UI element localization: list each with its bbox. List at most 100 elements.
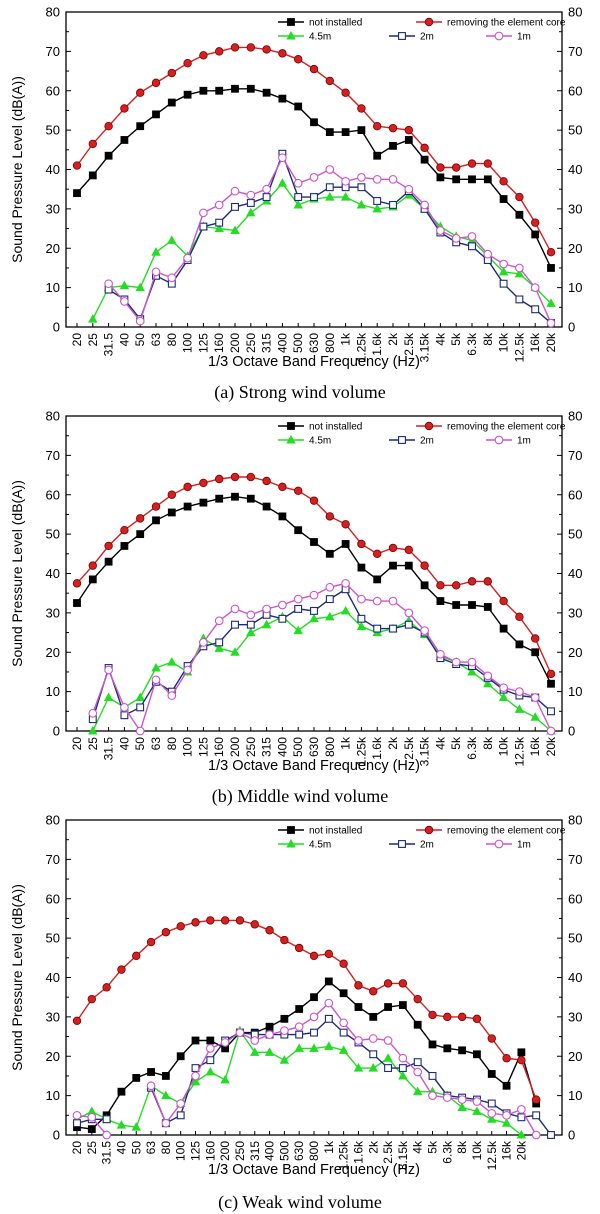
data-point [231,84,239,93]
data-point [388,174,398,184]
x-tick-label: 800 [307,1141,321,1161]
data-point [293,594,303,604]
x-tick-label: 100 [181,333,195,353]
x-tick-label: 1k [339,736,353,750]
x-tick-label: 20 [70,737,84,751]
y-tick-label-left: 0 [53,320,60,335]
y-tick-label-left: 50 [46,527,60,542]
data-point [199,51,208,60]
y-tick-label-right: 0 [568,320,575,335]
data-point [412,1086,423,1096]
data-point [357,594,366,604]
y-tick-label-left: 30 [46,605,60,620]
data-point [530,712,540,721]
legend-label: not installed [309,826,362,837]
data-point [389,624,397,633]
x-tick-label: 25 [86,737,100,751]
data-point [472,1106,482,1115]
series-line [76,919,537,1100]
x-tick-label: 20 [70,1141,84,1155]
data-point [546,298,556,307]
data-point [487,1070,496,1078]
data-point [135,514,145,523]
data-point [531,1130,541,1140]
data-point [531,305,540,314]
data-point [73,189,81,198]
x-tick-label: 3.15k [396,1140,410,1170]
data-point [73,1119,81,1128]
x-tick-label: 40 [117,333,131,347]
data-point [135,282,145,292]
data-point [262,184,271,194]
data-point [369,1050,378,1059]
data-point [372,596,382,606]
data-point [120,703,129,712]
x-tick-label: 20 [70,333,84,347]
data-point [398,1053,408,1063]
data-point [152,110,160,119]
data-point [88,561,97,570]
data-point [451,234,461,243]
x-tick-label: 80 [165,737,179,751]
x-tick-label: 1.25k [337,1140,351,1170]
data-point [515,210,524,219]
data-point [368,1063,378,1072]
data-point [413,1067,423,1077]
data-point [404,184,414,194]
data-point [206,1036,215,1045]
data-point [72,579,82,588]
data-point [264,1047,275,1056]
data-point [231,202,239,211]
x-tick-label: 12.5k [512,332,526,362]
data-point [499,624,508,633]
data-point [235,1028,245,1037]
data-point [294,1022,304,1032]
data-point [389,200,397,209]
data-point [468,175,476,184]
data-point [206,916,215,925]
data-point [151,247,161,256]
y-tick-label-left: 60 [46,891,60,906]
data-point [341,176,350,186]
x-tick-label: 2.5k [402,736,416,760]
data-point [104,279,113,289]
data-point [483,159,492,168]
data-point [357,614,366,623]
legend-label: 1m [517,32,531,43]
x-tick-label: 12.5k [485,1140,499,1170]
legend-marker [494,839,504,849]
data-point [499,259,508,269]
x-tick-label: 1.6k [370,736,384,760]
data-point [278,512,287,521]
data-point [310,118,318,127]
series-removing-the-element-core [72,43,556,257]
data-point [151,502,161,511]
data-point [325,183,334,192]
x-tick-label: 1.6k [351,1140,365,1164]
data-point [388,543,398,553]
data-point [457,1012,467,1022]
data-point [499,195,508,203]
data-point [246,190,256,200]
data-point [262,502,271,511]
data-point [151,662,161,672]
data-point [487,1099,496,1108]
data-point [357,126,366,135]
y-tick-label-right: 50 [568,527,582,542]
y-tick-label-right: 70 [568,448,582,463]
data-point [324,998,334,1008]
data-point [483,577,492,586]
data-point [514,704,525,713]
data-point [132,951,141,961]
legend-marker [424,17,434,27]
y-tick-label-left: 50 [46,931,60,946]
x-tick-label: 200 [228,333,242,353]
data-point [183,90,192,99]
data-point [467,159,477,168]
data-point [295,1005,304,1013]
x-tick-label: 250 [244,737,258,757]
data-point [183,665,192,675]
data-point [373,549,382,559]
data-point [324,977,333,986]
